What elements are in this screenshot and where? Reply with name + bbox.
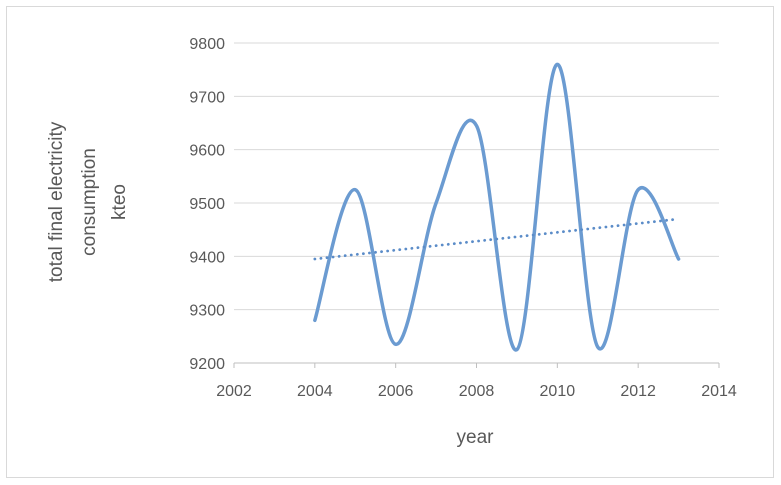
x-tick-label-2012: 2012 — [620, 383, 656, 400]
series — [313, 62, 681, 352]
x-tick-label-2010: 2010 — [540, 383, 576, 400]
x-axis-title: year — [457, 427, 495, 448]
y-axis-title-line-3: kteo — [109, 184, 130, 220]
trendline — [313, 217, 680, 261]
gridlines — [234, 42, 719, 311]
y-tick-label-9200: 9200 — [189, 356, 225, 373]
tick-labels: 9200 9300 9400 9500 9600 9700 9800 2002 2004 2006… — [189, 36, 736, 400]
y-axis-title-line-1: total final electricity — [46, 121, 67, 282]
x-tick-label-2002: 2002 — [216, 383, 252, 400]
y-tick-label-9600: 9600 — [189, 143, 225, 160]
y-tick-label-9300: 9300 — [189, 303, 225, 320]
chart-frame — [6, 6, 774, 478]
x-tick-label-2006: 2006 — [378, 383, 414, 400]
y-axis-title-line-2: consumption — [79, 148, 100, 256]
x-tick-label-2004: 2004 — [297, 383, 333, 400]
y-tick-label-9400: 9400 — [189, 249, 225, 266]
y-tick-label-9700: 9700 — [189, 89, 225, 106]
axes — [233, 362, 720, 368]
x-tick-label-2008: 2008 — [459, 383, 495, 400]
y-tick-label-9500: 9500 — [189, 196, 225, 213]
y-tick-label-9800: 9800 — [189, 36, 225, 53]
x-tick-label-2014: 2014 — [701, 383, 737, 400]
series-line-consumption — [313, 62, 681, 352]
